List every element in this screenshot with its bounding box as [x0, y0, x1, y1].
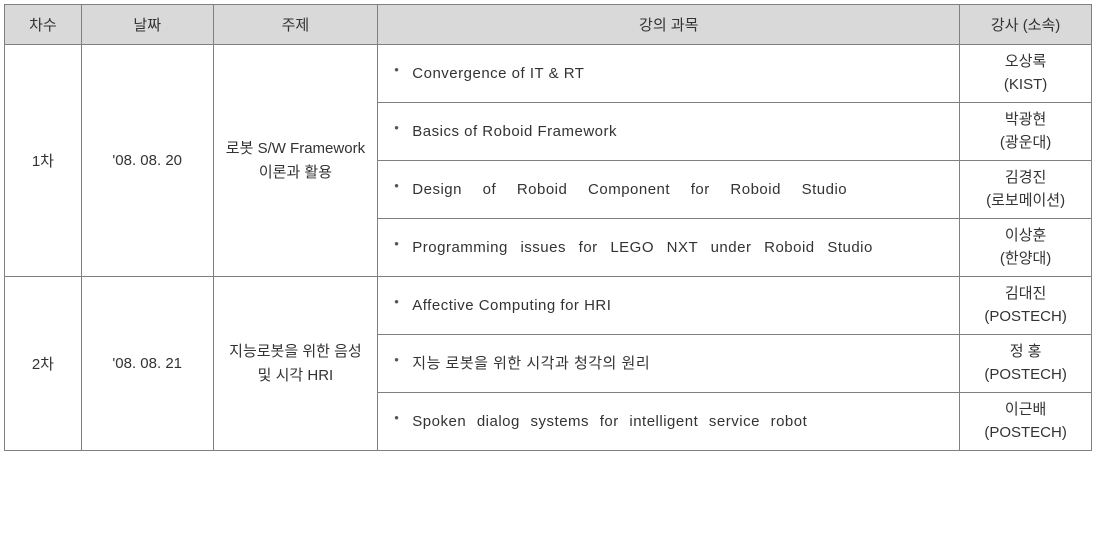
topic-cell: 로봇 S/W Framework 이론과 활용 — [213, 45, 378, 277]
course-cell: • Affective Computing for HRI — [378, 277, 960, 335]
course-title: 지능 로봇을 위한 시각과 청각의 원리 — [412, 352, 949, 376]
instructor-cell: 김대진 (POSTECH) — [960, 277, 1092, 335]
schedule-table: 차수 날짜 주제 강의 과목 강사 (소속) 1차 '08. 08. 20 로봇… — [4, 4, 1092, 451]
session-cell: 1차 — [5, 45, 82, 277]
header-topic: 주제 — [213, 5, 378, 45]
course-cell: • Spoken dialog systems for intelligent … — [378, 393, 960, 451]
bullet-icon: • — [394, 62, 412, 77]
course-title: Affective Computing for HRI — [412, 294, 949, 318]
course-cell: • Basics of Roboid Framework — [378, 103, 960, 161]
course-title: Programming issues for LEGO NXT under Ro… — [412, 236, 949, 260]
instructor-org: (한양대) — [968, 248, 1083, 271]
header-date: 날짜 — [81, 5, 213, 45]
instructor-cell: 오상록 (KIST) — [960, 45, 1092, 103]
instructor-name: 김대진 — [968, 283, 1083, 306]
header-instructor: 강사 (소속) — [960, 5, 1092, 45]
instructor-cell: 이근배 (POSTECH) — [960, 393, 1092, 451]
session-cell: 2차 — [5, 277, 82, 451]
instructor-name: 오상록 — [968, 51, 1083, 74]
course-cell: • 지능 로봇을 위한 시각과 청각의 원리 — [378, 335, 960, 393]
topic-cell: 지능로봇을 위한 음성 및 시각 HRI — [213, 277, 378, 451]
instructor-name: 김경진 — [968, 167, 1083, 190]
instructor-cell: 이상훈 (한양대) — [960, 219, 1092, 277]
instructor-name: 이상훈 — [968, 225, 1083, 248]
header-row: 차수 날짜 주제 강의 과목 강사 (소속) — [5, 5, 1092, 45]
instructor-org: (KIST) — [968, 74, 1083, 97]
course-cell: • Programming issues for LEGO NXT under … — [378, 219, 960, 277]
header-session: 차수 — [5, 5, 82, 45]
date-cell: '08. 08. 21 — [81, 277, 213, 451]
date-cell: '08. 08. 20 — [81, 45, 213, 277]
bullet-icon: • — [394, 352, 412, 367]
instructor-name: 박광현 — [968, 109, 1083, 132]
course-cell: • Convergence of IT & RT — [378, 45, 960, 103]
header-course: 강의 과목 — [378, 5, 960, 45]
course-title: Spoken dialog systems for intelligent se… — [412, 410, 949, 434]
bullet-icon: • — [394, 294, 412, 309]
table-row: 2차 '08. 08. 21 지능로봇을 위한 음성 및 시각 HRI • Af… — [5, 277, 1092, 335]
course-title: Convergence of IT & RT — [412, 62, 949, 86]
bullet-icon: • — [394, 410, 412, 425]
instructor-name: 이근배 — [968, 399, 1083, 422]
bullet-icon: • — [394, 236, 412, 251]
instructor-cell: 박광현 (광운대) — [960, 103, 1092, 161]
instructor-org: (로보메이션) — [968, 190, 1083, 213]
instructor-name: 정 홍 — [968, 341, 1083, 364]
instructor-cell: 김경진 (로보메이션) — [960, 161, 1092, 219]
instructor-org: (POSTECH) — [968, 306, 1083, 329]
bullet-icon: • — [394, 120, 412, 135]
instructor-org: (POSTECH) — [968, 364, 1083, 387]
instructor-org: (POSTECH) — [968, 422, 1083, 445]
course-cell: • Design of Roboid Component for Roboid … — [378, 161, 960, 219]
instructor-org: (광운대) — [968, 132, 1083, 155]
course-title: Design of Roboid Component for Roboid St… — [412, 178, 949, 202]
bullet-icon: • — [394, 178, 412, 193]
instructor-cell: 정 홍 (POSTECH) — [960, 335, 1092, 393]
course-title: Basics of Roboid Framework — [412, 120, 949, 144]
table-row: 1차 '08. 08. 20 로봇 S/W Framework 이론과 활용 •… — [5, 45, 1092, 103]
